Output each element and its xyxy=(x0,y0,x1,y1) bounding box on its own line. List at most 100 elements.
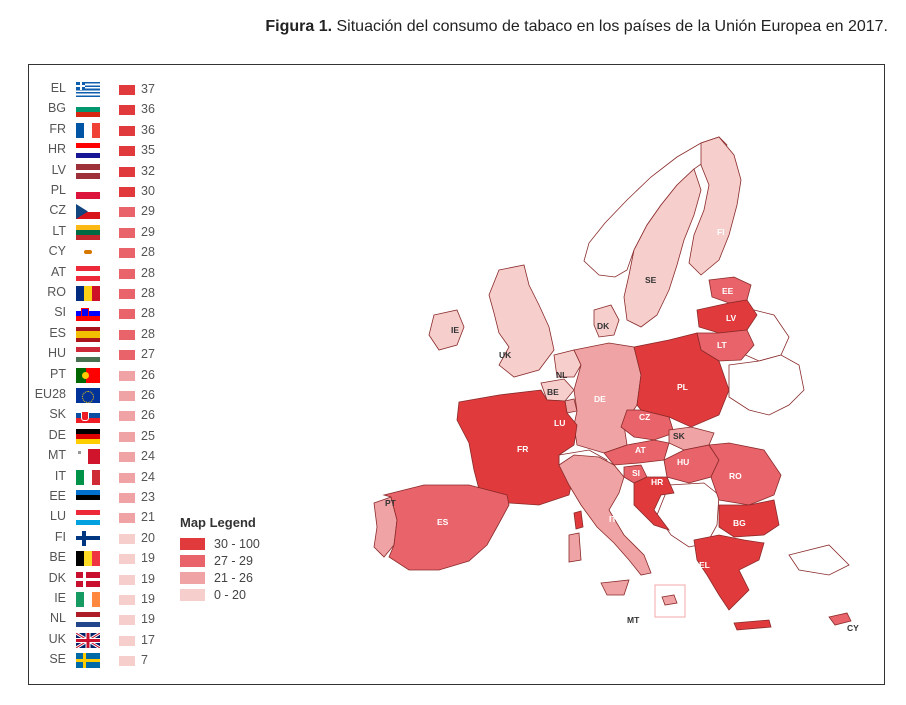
color-swatch xyxy=(119,166,135,177)
map-label-se: SE xyxy=(645,275,657,285)
country-code: IE xyxy=(54,591,66,605)
map-label-lt: LT xyxy=(717,340,728,350)
malta-inset-box xyxy=(654,584,686,618)
flag-icon-at xyxy=(76,265,100,281)
smoking-percentage: 37 xyxy=(141,82,155,96)
caption-number: Figura 1. xyxy=(265,18,333,35)
color-swatch xyxy=(119,431,135,442)
map-label-ro: RO xyxy=(729,471,742,481)
country-code: FI xyxy=(54,529,66,544)
map-label-lu: LU xyxy=(554,418,565,428)
flag-icon-ro xyxy=(76,286,100,301)
country-row-mt: MT 24 xyxy=(29,446,179,465)
legend-color-swatch xyxy=(180,555,205,567)
color-swatch xyxy=(119,268,135,279)
country-row-de: DE 25 xyxy=(29,426,179,444)
smoking-percentage: 32 xyxy=(141,163,155,178)
country-shape-se xyxy=(623,168,702,328)
smoking-percentage: 35 xyxy=(141,143,155,158)
color-swatch xyxy=(119,289,135,299)
country-shape-turkey xyxy=(788,544,850,576)
country-code: PT xyxy=(50,366,66,381)
country-code: AT xyxy=(50,264,66,279)
flag-icon-es xyxy=(76,326,100,342)
map-label-cz: CZ xyxy=(639,412,650,422)
flag-icon-cz xyxy=(76,204,100,220)
map-label-sk: SK xyxy=(673,431,686,441)
smoking-percentage: 29 xyxy=(141,204,155,219)
country-shape-at xyxy=(603,439,670,466)
country-shape-dk xyxy=(593,304,620,338)
color-swatch xyxy=(119,227,135,238)
color-swatch xyxy=(119,146,135,157)
country-shape-ro xyxy=(708,442,782,506)
map-label-it: IT xyxy=(609,514,617,524)
color-swatch xyxy=(119,85,135,95)
country-code: SI xyxy=(54,305,66,320)
map-label-bg: BG xyxy=(733,518,746,528)
color-swatch xyxy=(119,493,135,503)
country-row-nl: NL 19 xyxy=(29,609,179,628)
country-shape-be xyxy=(540,378,575,402)
map-label-ee: EE xyxy=(722,286,734,296)
smoking-percentage: 20 xyxy=(141,530,155,545)
country-code: MT xyxy=(47,448,66,463)
color-swatch xyxy=(119,350,135,361)
legend-color-swatch xyxy=(180,589,205,601)
smoking-percentage: 36 xyxy=(141,102,155,117)
country-code: EU28 xyxy=(34,387,66,401)
figure-caption: Figura 1. Situación del consumo de tabac… xyxy=(0,18,888,36)
country-shape-mt xyxy=(661,594,678,606)
map-label-pl: PL xyxy=(677,382,688,392)
flag-icon-eu xyxy=(76,388,100,403)
color-swatch xyxy=(119,187,135,197)
country-shape-cy xyxy=(828,612,852,626)
country-row-se: SE 7 xyxy=(29,650,179,669)
country-row-ro: RO 28 xyxy=(29,283,179,301)
flag-icon-lu xyxy=(76,510,100,526)
country-row-hr: HR 35 xyxy=(29,140,179,159)
country-code: FR xyxy=(49,121,66,136)
legend-range-label: 0 - 20 xyxy=(214,588,246,602)
color-swatch xyxy=(119,513,135,524)
country-row-si: SI 28 xyxy=(29,303,179,322)
country-row-el: EL 37 xyxy=(29,79,179,97)
smoking-percentage: 17 xyxy=(141,632,155,647)
country-code: SE xyxy=(49,652,66,667)
country-row-hu: HU 27 xyxy=(29,344,179,363)
color-swatch xyxy=(119,452,135,463)
country-shape-cz xyxy=(620,409,675,441)
country-shape-corsica xyxy=(573,510,584,530)
smoking-percentage: 27 xyxy=(141,347,155,362)
country-row-pl: PL 30 xyxy=(29,181,179,199)
legend-range-label: 30 - 100 xyxy=(214,537,260,551)
country-row-at: AT 28 xyxy=(29,263,179,281)
country-code: LU xyxy=(50,509,66,524)
smoking-percentage: 24 xyxy=(141,469,155,484)
color-swatch xyxy=(119,574,135,585)
country-code: IT xyxy=(54,468,66,483)
map-label-hu: HU xyxy=(677,457,689,467)
country-shape-hr xyxy=(633,476,675,531)
country-row-eu28: EU28 26 xyxy=(29,385,179,403)
flag-icon-hr xyxy=(76,143,100,159)
map-label-at: AT xyxy=(635,445,647,455)
map-label-el: EL xyxy=(699,560,710,570)
country-row-fi: FI 20 xyxy=(29,528,179,546)
map-label-mt: MT xyxy=(627,615,640,625)
country-row-sk: SK 26 xyxy=(29,405,179,424)
map-label-de: DE xyxy=(594,394,606,404)
smoking-percentage: 7 xyxy=(141,653,148,668)
country-row-ie: IE 19 xyxy=(29,589,179,607)
color-swatch xyxy=(119,595,135,605)
caption-text: Situación del consumo de tabaco en los p… xyxy=(332,18,889,35)
country-shape-lv xyxy=(696,299,758,334)
smoking-percentage: 28 xyxy=(141,245,155,260)
country-shape-nl xyxy=(553,349,582,378)
color-swatch xyxy=(119,656,135,667)
flag-icon-nl xyxy=(76,612,100,628)
flag-icon-de xyxy=(76,428,100,444)
country-code: RO xyxy=(47,285,66,299)
smoking-percentage: 19 xyxy=(141,551,155,566)
map-label-nl: NL xyxy=(556,370,567,380)
